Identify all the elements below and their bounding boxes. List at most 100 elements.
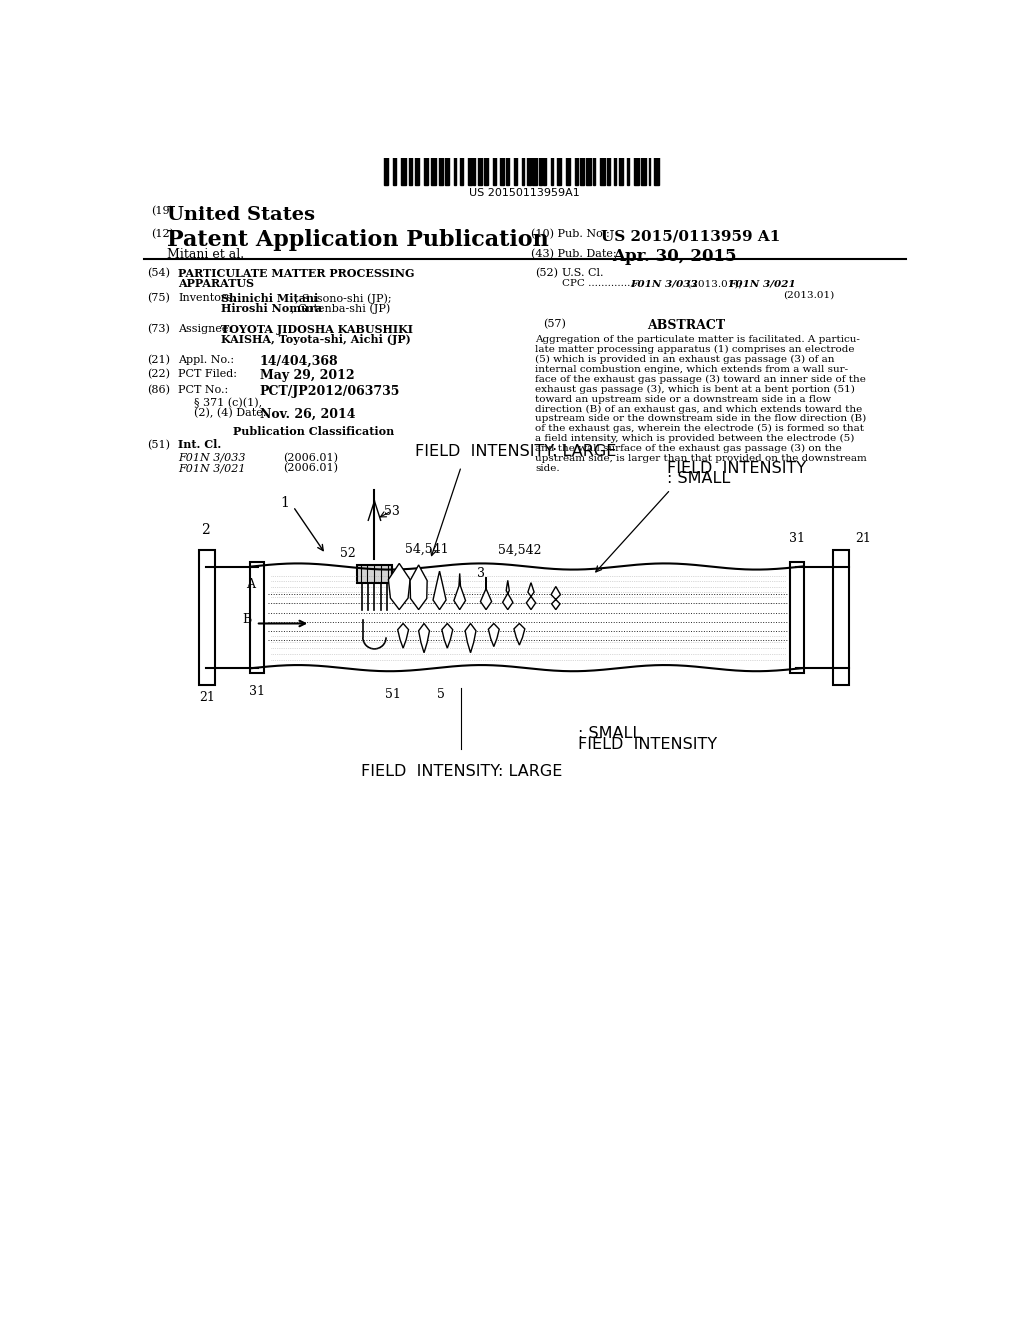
Text: Int. Cl.: Int. Cl. [178, 440, 221, 450]
Text: 5: 5 [437, 688, 445, 701]
Polygon shape [526, 582, 536, 610]
Bar [384, 156, 388, 185]
Text: and the wall surface of the exhaust gas passage (3) on the: and the wall surface of the exhaust gas … [535, 444, 842, 453]
Polygon shape [488, 623, 500, 647]
Text: : SMALL: : SMALL [578, 726, 641, 741]
Text: FIELD  INTENSITY: FIELD INTENSITY [667, 461, 806, 475]
Bar [445, 156, 450, 185]
Text: Hiroshi Nomura: Hiroshi Nomura [221, 304, 323, 314]
Bar [580, 156, 584, 185]
Bar [484, 156, 488, 185]
Text: internal combustion engine, which extends from a wall sur-: internal combustion engine, which extend… [535, 366, 848, 374]
Text: 31: 31 [249, 685, 264, 698]
Bar [409, 156, 412, 185]
Text: (75): (75) [147, 293, 170, 304]
Bar [587, 156, 591, 185]
Polygon shape [419, 623, 429, 653]
Text: late matter processing apparatus (1) comprises an electrode: late matter processing apparatus (1) com… [535, 346, 854, 355]
Bar [834, 549, 849, 685]
Bar [424, 156, 428, 185]
Text: face of the exhaust gas passage (3) toward an inner side of the: face of the exhaust gas passage (3) towa… [535, 375, 865, 384]
Text: (22): (22) [147, 370, 170, 380]
Bar [654, 156, 658, 185]
Bar [514, 156, 517, 185]
Bar [468, 156, 472, 185]
Text: KAISHA, Toyota-shi, Aichi (JP): KAISHA, Toyota-shi, Aichi (JP) [221, 334, 411, 345]
Bar [790, 562, 804, 673]
Text: (10) Pub. No.:: (10) Pub. No.: [531, 230, 609, 239]
Bar [522, 156, 524, 185]
Text: toward an upstream side or a downstream side in a flow: toward an upstream side or a downstream … [535, 395, 831, 404]
Text: (12): (12) [152, 230, 174, 239]
Text: Aggregation of the particulate matter is facilitated. A particu-: Aggregation of the particulate matter is… [535, 335, 860, 345]
Text: US 2015/0113959 A1: US 2015/0113959 A1 [601, 230, 780, 243]
Polygon shape [514, 623, 524, 645]
Bar [460, 156, 463, 185]
Text: B: B [243, 612, 252, 626]
Bar [618, 156, 623, 185]
Bar [613, 156, 616, 185]
Text: Mitani et al.: Mitani et al. [167, 248, 244, 261]
Text: TOYOTA JIDOSHA KABUSHIKI: TOYOTA JIDOSHA KABUSHIKI [221, 323, 413, 335]
Text: US 20150113959A1: US 20150113959A1 [469, 189, 581, 198]
Bar [393, 156, 396, 185]
Text: (2006.01): (2006.01) [283, 453, 338, 463]
Text: (43) Pub. Date:: (43) Pub. Date: [531, 248, 616, 259]
Text: upstream side or the downstream side in the flow direction (B): upstream side or the downstream side in … [535, 414, 866, 424]
Text: 52: 52 [340, 548, 356, 561]
Text: side.: side. [535, 463, 559, 473]
Polygon shape [551, 586, 560, 610]
Polygon shape [503, 581, 513, 610]
Text: F01N 3/033: F01N 3/033 [178, 453, 246, 462]
Text: 31: 31 [788, 532, 805, 545]
Bar [416, 156, 419, 185]
Text: of the exhaust gas, wherein the electrode (5) is formed so that: of the exhaust gas, wherein the electrod… [535, 424, 864, 433]
Polygon shape [480, 577, 492, 610]
Text: (2), (4) Date:: (2), (4) Date: [194, 408, 266, 418]
Bar [455, 156, 456, 185]
Bar [565, 156, 569, 185]
Bar [543, 156, 546, 185]
Bar [532, 156, 537, 185]
Text: 51: 51 [385, 688, 401, 701]
Polygon shape [410, 565, 427, 610]
Bar [634, 156, 639, 185]
Text: 14/404,368: 14/404,368 [260, 355, 338, 368]
Text: 54,541: 54,541 [404, 543, 449, 556]
Text: Apr. 30, 2015: Apr. 30, 2015 [612, 248, 737, 265]
Bar [557, 156, 561, 185]
Bar [593, 156, 596, 185]
Text: 53: 53 [384, 504, 399, 517]
Text: United States: United States [167, 206, 314, 224]
Polygon shape [442, 623, 453, 648]
Text: (21): (21) [147, 355, 170, 366]
Bar [250, 562, 263, 673]
Text: CPC ................: CPC ................ [562, 280, 643, 288]
Polygon shape [465, 623, 476, 653]
Text: (19): (19) [152, 206, 174, 216]
Bar [200, 549, 215, 685]
Text: 21: 21 [855, 532, 870, 545]
Text: APPARATUS: APPARATUS [178, 277, 254, 289]
Bar [401, 156, 407, 185]
Bar [500, 156, 504, 185]
Bar [526, 156, 530, 185]
Text: F01N 3/021: F01N 3/021 [178, 463, 246, 474]
Text: : SMALL: : SMALL [667, 471, 730, 487]
Text: § 371 (c)(1),: § 371 (c)(1), [194, 397, 262, 408]
Polygon shape [388, 564, 410, 610]
Text: Nov. 26, 2014: Nov. 26, 2014 [260, 408, 355, 421]
Text: , Gotenba-shi (JP): , Gotenba-shi (JP) [291, 304, 390, 314]
Text: (51): (51) [147, 440, 170, 450]
Bar [648, 156, 650, 185]
Text: 3: 3 [477, 568, 484, 581]
Text: (57): (57) [543, 318, 565, 329]
Bar [627, 156, 629, 185]
Text: 21: 21 [199, 692, 215, 705]
Polygon shape [397, 623, 409, 648]
Text: May 29, 2012: May 29, 2012 [260, 370, 354, 383]
Text: Publication Classification: Publication Classification [232, 426, 394, 437]
Text: FIELD  INTENSITY: FIELD INTENSITY [578, 738, 717, 752]
Text: 54,542: 54,542 [498, 544, 541, 557]
Text: FIELD  INTENSITY: LARGE: FIELD INTENSITY: LARGE [360, 764, 562, 779]
